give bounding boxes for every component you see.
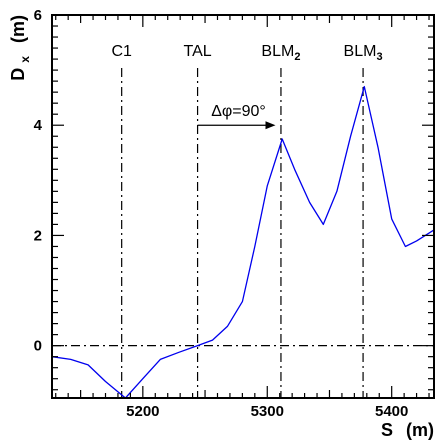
y-tick-label: 0 bbox=[34, 338, 42, 355]
y-tick-label: 2 bbox=[34, 227, 42, 244]
marker-label-text-1: TAL bbox=[184, 43, 212, 60]
marker-label-text-2: BLM bbox=[261, 43, 294, 60]
annotation-layer: Δφ=90° bbox=[197, 103, 276, 130]
y-tick-label: 6 bbox=[34, 7, 42, 24]
x-tick-label: 5300 bbox=[251, 403, 284, 420]
marker-label-sub-2: 2 bbox=[294, 51, 300, 63]
x-axis-title-unit: (m) bbox=[406, 420, 434, 440]
y-axis-title-sub: x bbox=[18, 56, 32, 63]
x-tick-label: 5200 bbox=[126, 403, 159, 420]
y-axis-title-unit: (m) bbox=[8, 15, 28, 43]
marker-label-0: C1 bbox=[111, 43, 132, 60]
y-axis-title-main: D bbox=[8, 68, 28, 81]
marker-label-text-3: BLM bbox=[344, 43, 377, 60]
phase-advance-arrowhead bbox=[265, 121, 276, 130]
y-tick-label: 4 bbox=[34, 117, 43, 134]
reference-lines bbox=[52, 68, 434, 398]
marker-label-2: BLM2 bbox=[261, 43, 300, 63]
marker-label-1: TAL bbox=[184, 43, 212, 60]
series-line-0 bbox=[51, 85, 435, 399]
plot-frame bbox=[51, 14, 435, 399]
x-axis-title: S (m) bbox=[381, 420, 434, 440]
ticks bbox=[52, 14, 434, 398]
phase-advance-label: Δφ=90° bbox=[211, 103, 266, 120]
y-axis-title: D x (m) bbox=[8, 15, 33, 81]
series-layer bbox=[51, 85, 435, 399]
marker-label-sub-3: 3 bbox=[376, 51, 382, 63]
x-tick-label: 5400 bbox=[375, 403, 408, 420]
marker-label-text-0: C1 bbox=[111, 43, 132, 60]
marker-label-3: BLM3 bbox=[344, 43, 383, 63]
x-axis-title-main: S bbox=[381, 420, 393, 440]
